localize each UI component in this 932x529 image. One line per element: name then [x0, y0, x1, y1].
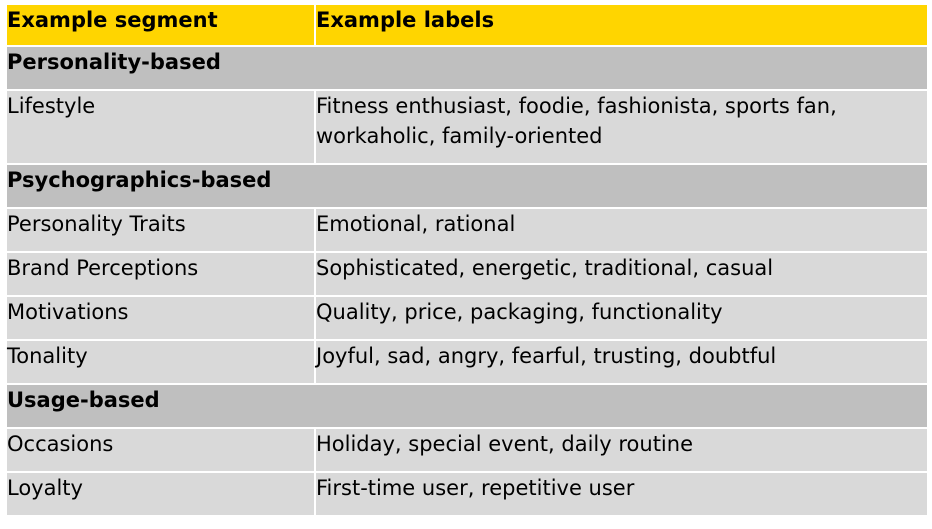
- table-row: Personality Traits Emotional, rational: [5, 207, 929, 253]
- labels-cell: Quality, price, packaging, functionality: [314, 295, 929, 341]
- segment-cell: Personality Traits: [5, 207, 316, 253]
- header-example-labels: Example labels: [314, 3, 929, 47]
- segment-cell: Loyalty: [5, 471, 316, 517]
- group-row-personality: Personality-based: [5, 45, 929, 91]
- segment-cell: Tonality: [5, 339, 316, 385]
- header-example-segment: Example segment: [5, 3, 316, 47]
- group-row-usage: Usage-based: [5, 383, 929, 429]
- group-title: Psychographics-based: [5, 163, 929, 209]
- table-row: Lifestyle Fitness enthusiast, foodie, fa…: [5, 89, 929, 165]
- group-title: Usage-based: [5, 383, 929, 429]
- labels-cell: Joyful, sad, angry, fearful, trusting, d…: [314, 339, 929, 385]
- table-row: Tonality Joyful, sad, angry, fearful, tr…: [5, 339, 929, 385]
- labels-cell: Holiday, special event, daily routine: [314, 427, 929, 473]
- segment-table: Example segment Example labels Personali…: [5, 3, 929, 517]
- segment-cell: Lifestyle: [5, 89, 316, 165]
- table-row: Motivations Quality, price, packaging, f…: [5, 295, 929, 341]
- table-row: Occasions Holiday, special event, daily …: [5, 427, 929, 473]
- labels-cell: Sophisticated, energetic, traditional, c…: [314, 251, 929, 297]
- labels-line: Fitness enthusiast, foodie, fashionista,…: [316, 94, 837, 118]
- table-header-row: Example segment Example labels: [5, 3, 929, 47]
- labels-cell: First-time user, repetitive user: [314, 471, 929, 517]
- group-title: Personality-based: [5, 45, 929, 91]
- table-row: Brand Perceptions Sophisticated, energet…: [5, 251, 929, 297]
- group-row-psychographics: Psychographics-based: [5, 163, 929, 209]
- segment-cell: Motivations: [5, 295, 316, 341]
- labels-cell: Emotional, rational: [314, 207, 929, 253]
- labels-cell: Fitness enthusiast, foodie, fashionista,…: [314, 89, 929, 165]
- labels-line: workaholic, family-oriented: [316, 124, 603, 148]
- segment-cell: Brand Perceptions: [5, 251, 316, 297]
- table-row: Loyalty First-time user, repetitive user: [5, 471, 929, 517]
- segment-cell: Occasions: [5, 427, 316, 473]
